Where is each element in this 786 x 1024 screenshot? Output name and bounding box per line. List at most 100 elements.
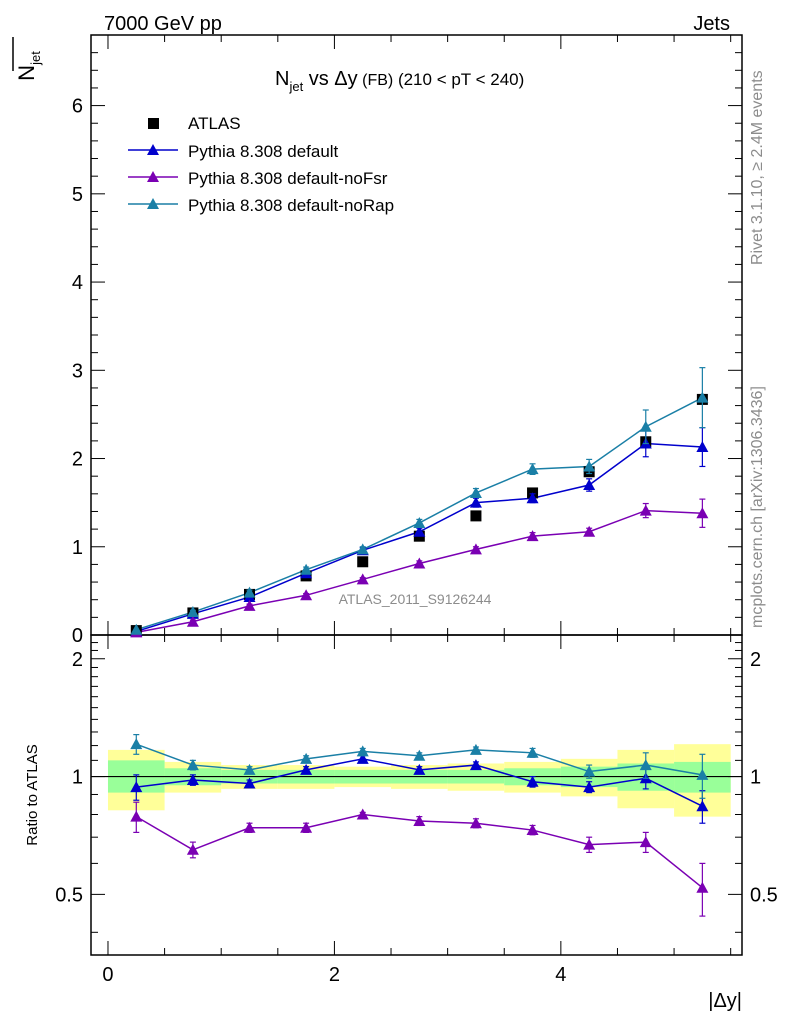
ratio-point-default-8 <box>583 781 596 793</box>
ratio-ytick-label-right-0: 0.5 <box>750 884 778 906</box>
ratio-point-noRap-5 <box>413 749 426 761</box>
ratio-point-noFsr-0 <box>130 810 143 822</box>
ratio-point-noFsr-3 <box>300 821 313 833</box>
xtick-label-1: 2 <box>329 964 340 986</box>
ratio-point-noFsr-2 <box>243 821 256 833</box>
header-right: Jets <box>693 13 730 35</box>
svg-text:Njet: Njet <box>14 51 43 81</box>
main-ytick-label-3: 3 <box>72 360 83 382</box>
point-noFsr-1 <box>186 615 199 627</box>
ratio-point-noFsr-10 <box>696 881 709 893</box>
ratio-point-noRap-6 <box>469 743 482 755</box>
main-ytick-label-5: 5 <box>72 184 83 206</box>
ratio-ytick-label-1: 1 <box>72 767 83 789</box>
point-noFsr-3 <box>300 589 313 601</box>
point-noRap-0 <box>130 623 143 635</box>
ratio-point-default-2 <box>243 777 256 789</box>
ratio-point-noRap-3 <box>300 752 313 764</box>
main-series <box>130 367 709 638</box>
ratio-series <box>130 734 709 917</box>
ratio-point-default-3 <box>300 763 313 775</box>
ratio-point-noFsr-8 <box>583 838 596 850</box>
point-noRap-5 <box>413 516 426 528</box>
legend-marker-noFsr <box>147 171 159 182</box>
xtick-label-2: 4 <box>555 964 566 986</box>
point-default-8 <box>583 479 596 490</box>
ratio-plot-frame <box>90 634 743 956</box>
point-noRap-8 <box>583 460 596 472</box>
ratio-point-default-4 <box>356 752 369 764</box>
point-default-10 <box>696 441 709 453</box>
point-atlas-4 <box>357 556 369 568</box>
ratio-point-noFsr-5 <box>413 814 426 826</box>
ratio-point-noRap-1 <box>186 759 199 771</box>
rivet-label: Rivet 3.1.10, ≥ 2.4M events <box>749 70 766 265</box>
ratio-point-default-10 <box>696 800 709 812</box>
point-noFsr-2 <box>243 599 256 611</box>
legend-label-atlas: ATLAS <box>188 114 241 133</box>
ratio-point-noRap-2 <box>243 763 256 775</box>
point-noFsr-8 <box>583 525 596 537</box>
ratio-point-noFsr-9 <box>639 836 652 848</box>
ratio-point-noRap-7 <box>526 746 539 758</box>
ratio-ytick-label-2: 2 <box>72 649 83 671</box>
ratio-point-default-1 <box>186 773 199 785</box>
ratio-point-default-0 <box>130 781 143 793</box>
ratio-point-default-6 <box>469 759 482 771</box>
legend: ATLAS Pythia 8.308 default Pythia 8.308 … <box>128 114 394 215</box>
point-noFsr-7 <box>526 530 539 542</box>
legend-label-noRap: Pythia 8.308 default-noRap <box>188 196 394 215</box>
mcplots-label: mcplots.cern.ch [arXiv:1306.3436] <box>749 386 766 628</box>
point-noFsr-10 <box>696 507 709 519</box>
point-noRap-3 <box>300 563 313 575</box>
main-ylabel: Njet <box>14 51 43 81</box>
main-ytick-label-6: 6 <box>72 96 83 118</box>
ratio-ytick-label-right-1: 1 <box>750 767 761 789</box>
point-noRap-9 <box>639 420 652 432</box>
point-atlas-6 <box>470 510 482 522</box>
ratio-point-noRap-0 <box>130 738 143 750</box>
ratio-ytick-label-right-2: 2 <box>750 649 761 671</box>
point-noFsr-5 <box>413 557 426 569</box>
ratio-point-noFsr-1 <box>186 843 199 855</box>
ratio-ytick-label-0: 0.5 <box>55 884 83 906</box>
xtick-label-0: 0 <box>102 964 113 986</box>
point-noRap-7 <box>526 463 539 475</box>
ratio-point-noRap-8 <box>583 765 596 777</box>
ratio-point-noFsr-7 <box>526 824 539 836</box>
point-default-5 <box>413 525 426 537</box>
point-noRap-10 <box>696 391 709 403</box>
legend-marker-noRap <box>147 198 159 209</box>
ratio-point-default-7 <box>526 775 539 787</box>
point-noRap-6 <box>469 486 482 498</box>
ratio-point-default-5 <box>413 763 426 775</box>
ratio-point-noFsr-4 <box>356 808 369 820</box>
analysis-watermark: ATLAS_2011_S9126244 <box>339 591 492 607</box>
x-axis-label: |Δy| <box>708 990 742 1012</box>
ratio-point-noRap-9 <box>639 759 652 771</box>
ratio-point-noFsr-6 <box>469 817 482 829</box>
point-noRap-2 <box>243 586 256 598</box>
point-noRap-4 <box>356 543 369 555</box>
point-noFsr-6 <box>469 543 482 555</box>
legend-marker-atlas <box>148 118 159 129</box>
point-noRap-1 <box>186 606 199 618</box>
point-noFsr-4 <box>356 573 369 585</box>
point-noFsr-9 <box>639 504 652 516</box>
header-left: 7000 GeV pp <box>104 13 222 35</box>
legend-label-default: Pythia 8.308 default <box>188 142 339 161</box>
main-ytick-label-2: 2 <box>72 449 83 471</box>
main-ytick-label-4: 4 <box>72 272 83 294</box>
legend-marker-default <box>147 144 159 155</box>
main-ytick-label-0: 0 <box>72 625 83 647</box>
main-ytick-label-1: 1 <box>72 537 83 559</box>
plot-title: Njet vs Δy (FB) (210 < pT < 240) <box>275 68 524 94</box>
ratio-point-noRap-10 <box>696 768 709 780</box>
ratio-point-noRap-4 <box>356 745 369 757</box>
legend-label-noFsr: Pythia 8.308 default-noFsr <box>188 169 388 188</box>
ratio-ylabel: Ratio to ATLAS <box>24 744 41 845</box>
point-default-7 <box>526 492 539 504</box>
point-default-6 <box>469 496 482 508</box>
